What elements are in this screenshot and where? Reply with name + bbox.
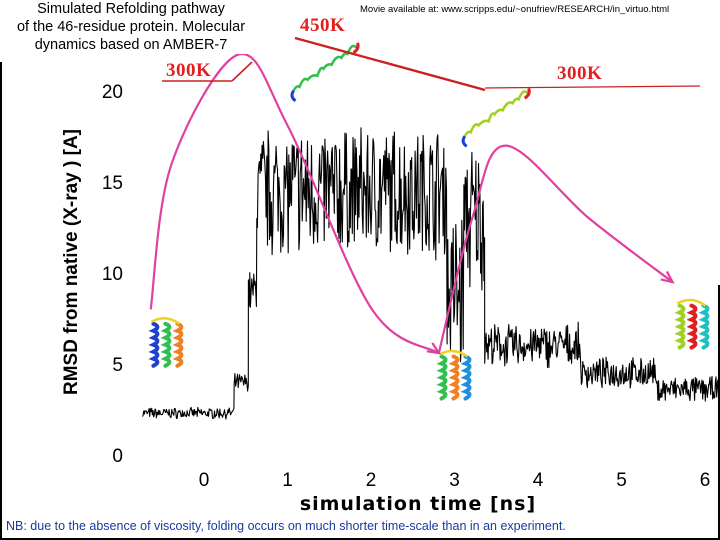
x-tick-label: 1 (282, 470, 293, 491)
y-axis-label: RMSD from native (X-ray ) [A] (61, 129, 82, 395)
protein-helix (674, 303, 686, 350)
x-tick-label: 4 (533, 470, 544, 491)
protein-coil-end (461, 135, 468, 148)
protein-helix (686, 303, 698, 350)
y-tick-label: 15 (102, 173, 123, 194)
folded-protein-snapshot (674, 298, 710, 350)
rmsd-trace-layer (141, 127, 720, 420)
x-tick-label: 0 (199, 470, 210, 491)
protein-loop (676, 298, 707, 307)
protein-helix (448, 354, 460, 401)
y-tick-label: 0 (112, 446, 123, 467)
x-axis-label: simulation time [ns] (300, 493, 536, 515)
unfolded-protein-snapshot (290, 42, 360, 103)
protein-helix (698, 303, 710, 350)
temperature-label-end: 300K (557, 63, 603, 84)
protein-coil (463, 90, 528, 138)
unfolded-protein-snapshot (461, 87, 531, 148)
temperature-connector (294, 36, 486, 92)
temperature-underline (484, 85, 701, 89)
protein-coil-end (352, 42, 360, 55)
rmsd-series-line (141, 127, 720, 420)
folded-protein-snapshot (436, 349, 472, 401)
temperature-label-heat: 450K (300, 15, 346, 36)
y-tick-label: 10 (102, 264, 123, 285)
x-tick-label: 6 (700, 470, 711, 491)
y-tick-label: 5 (112, 355, 123, 376)
protein-snapshots-layer (148, 42, 710, 401)
x-tick-label: 5 (616, 470, 627, 491)
x-tick-label: 3 (449, 470, 460, 491)
pathway-arrowhead (660, 270, 675, 284)
movie-link[interactable]: Movie available at: www.scripps.edu/~onu… (360, 4, 670, 15)
slide-title: Simulated Refolding pathway of the 46-re… (0, 0, 262, 54)
protein-loop (150, 317, 181, 325)
protein-coil (292, 44, 357, 93)
pathway-arrow (149, 52, 440, 355)
frame-border-left (0, 62, 2, 540)
protein-helix (160, 321, 172, 368)
pathway-arrows-layer (149, 52, 675, 355)
protein-coil-end (290, 89, 297, 103)
tick-labels-layer: 0 5 10 15 20 0 1 2 3 4 5 6 (102, 82, 710, 491)
y-tick-label: 20 (102, 82, 123, 103)
slide-title-line: of the 46-residue protein. Molecular (16, 19, 246, 35)
temperature-underline (231, 61, 253, 82)
protein-helix (172, 321, 184, 368)
temperature-label-start: 300K (166, 60, 212, 81)
protein-helix (460, 354, 472, 401)
folded-protein-snapshot (148, 317, 184, 368)
protein-helix (148, 321, 160, 368)
slide-title-line: Simulated Refolding pathway (37, 1, 225, 17)
x-tick-label: 2 (366, 470, 377, 491)
frame-border-right (718, 285, 720, 540)
pathway-arrow (437, 144, 674, 354)
footnote: NB: due to the absence of viscosity, fol… (6, 519, 566, 533)
protein-loop (438, 349, 469, 358)
slide-title-line: dynamics based on AMBER-7 (34, 37, 228, 53)
protein-helix (436, 354, 448, 401)
protein-coil-end (523, 87, 531, 100)
frame-border-bottom (0, 538, 720, 540)
